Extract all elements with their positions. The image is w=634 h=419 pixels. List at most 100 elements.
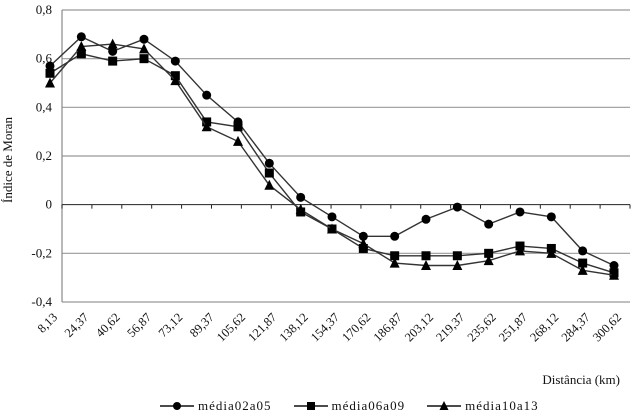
triangle-marker xyxy=(107,38,118,49)
legend-label: média06a09 xyxy=(331,398,406,413)
legend-label: média02a05 xyxy=(198,398,272,413)
x-tick-label: 24,37 xyxy=(62,310,92,340)
series-line xyxy=(49,43,615,276)
circle-marker xyxy=(515,207,525,217)
circle-marker xyxy=(452,202,462,212)
y-axis-ticks: 0,80,60,40,20-0,2-0,4 xyxy=(31,2,52,309)
data-series xyxy=(45,32,619,280)
triangle-marker xyxy=(327,223,337,234)
triangle-marker xyxy=(264,179,275,190)
x-tick-label: 170,62 xyxy=(339,310,373,344)
x-tick-label: 73,12 xyxy=(156,310,186,340)
circle-marker-icon xyxy=(160,402,194,410)
square-marker xyxy=(139,54,149,64)
x-axis xyxy=(61,204,631,209)
triangle-marker-icon xyxy=(427,401,462,410)
square-marker xyxy=(578,258,588,268)
circle-marker xyxy=(139,34,149,44)
square-marker xyxy=(306,402,315,410)
legend: média02a05 média06a09 média10a13 xyxy=(158,398,539,414)
x-tick-label: 121,87 xyxy=(245,310,279,344)
square-marker xyxy=(233,122,243,132)
triangle-marker xyxy=(546,247,557,258)
x-tick-label: 89,37 xyxy=(187,310,217,340)
circle-marker xyxy=(170,56,180,66)
triangle-marker xyxy=(45,77,55,88)
circle-marker xyxy=(484,219,494,229)
legend-item-média02a05: média02a05 xyxy=(158,398,272,414)
x-tick-label: 251,87 xyxy=(496,310,530,344)
x-tick-label: 138,12 xyxy=(277,310,311,344)
circle-marker xyxy=(421,214,431,224)
legend-label: média10a13 xyxy=(465,398,539,413)
x-axis-title: Distância (km) xyxy=(542,372,620,387)
square-marker xyxy=(421,251,431,261)
series-média06a09 xyxy=(45,49,619,278)
x-tick-label: 186,87 xyxy=(371,310,405,344)
circle-marker xyxy=(578,246,588,256)
square-marker xyxy=(264,168,274,178)
circle-marker xyxy=(108,46,118,56)
triangle-marker xyxy=(170,75,181,86)
x-tick-label: 203,12 xyxy=(402,310,436,344)
triangle-marker xyxy=(515,245,525,256)
circle-marker xyxy=(76,32,86,42)
circle-marker xyxy=(173,402,181,410)
y-tick-label: 0 xyxy=(46,197,53,212)
circle-marker xyxy=(390,231,400,241)
circle-marker xyxy=(264,158,274,168)
triangle-marker xyxy=(358,238,369,249)
square-marker xyxy=(76,49,86,59)
x-tick-label: 235,62 xyxy=(465,310,499,344)
series-média02a05 xyxy=(45,32,619,270)
triangle-marker xyxy=(439,401,449,410)
triangle-marker xyxy=(421,260,431,270)
x-tick-label: 219,37 xyxy=(433,310,467,344)
x-tick-label: 56,87 xyxy=(124,310,154,340)
series-line xyxy=(49,53,615,274)
grid-lines xyxy=(61,9,630,303)
circle-marker xyxy=(358,231,368,241)
circle-marker xyxy=(327,212,337,222)
circle-marker xyxy=(546,212,556,222)
square-marker xyxy=(108,56,118,66)
triangle-marker xyxy=(483,255,494,266)
y-tick-label: -0,4 xyxy=(31,294,52,309)
y-tick-label: 0,4 xyxy=(36,99,53,114)
y-axis-title: Índice de Moran xyxy=(0,117,15,203)
triangle-marker xyxy=(139,43,149,54)
square-marker-icon xyxy=(293,402,328,410)
triangle-marker xyxy=(389,257,400,268)
square-marker xyxy=(45,68,55,78)
y-tick-label: 0,8 xyxy=(36,2,52,17)
x-tick-label: 284,37 xyxy=(559,310,593,344)
circle-marker xyxy=(609,261,619,270)
circle-marker xyxy=(45,61,55,71)
triangle-marker xyxy=(452,260,463,270)
series-média10a13 xyxy=(45,38,619,280)
square-marker xyxy=(390,251,400,261)
square-marker xyxy=(452,251,462,261)
legend-item-média06a09: média06a09 xyxy=(292,398,406,414)
x-tick-label: 8,13 xyxy=(35,310,60,335)
circle-marker xyxy=(202,90,212,100)
square-marker xyxy=(358,243,368,253)
x-tick-label: 154,37 xyxy=(308,310,342,344)
triangle-marker xyxy=(577,264,588,275)
x-tick-label: 105,62 xyxy=(214,310,248,344)
x-axis-tick-labels: 8,13 24,37 40,62 56,87 73,12 89,37105,62121,8… xyxy=(35,310,624,344)
circle-marker xyxy=(296,192,306,202)
x-tick-label: 40,62 xyxy=(93,310,123,340)
triangle-marker xyxy=(295,204,306,215)
y-tick-label: -0,2 xyxy=(31,245,52,260)
square-marker xyxy=(484,248,494,258)
triangle-marker xyxy=(76,41,87,51)
triangle-marker xyxy=(201,121,212,132)
x-tick-label: 268,12 xyxy=(527,310,561,344)
triangle-marker xyxy=(609,269,619,280)
legend-item-média10a13: média10a13 xyxy=(425,398,539,414)
y-tick-label: 0,2 xyxy=(36,148,52,163)
x-tick-label: 300,62 xyxy=(590,310,624,344)
triangle-marker xyxy=(233,135,243,146)
